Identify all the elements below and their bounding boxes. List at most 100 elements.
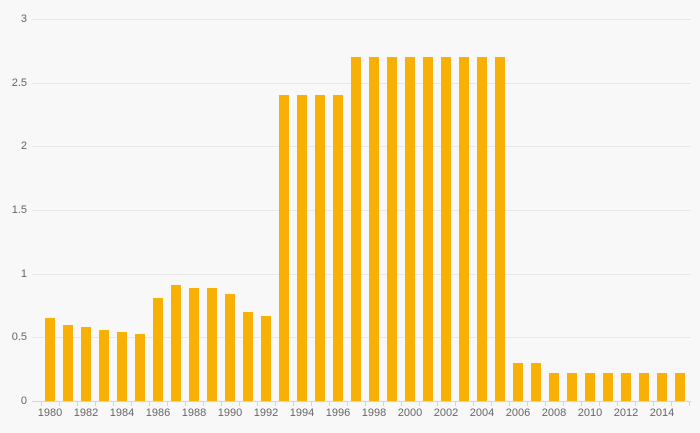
x-axis-tick <box>41 401 42 406</box>
x-axis-tick <box>527 401 528 406</box>
x-axis-tick <box>131 401 132 406</box>
gridline <box>32 19 691 20</box>
bar-2002[interactable] <box>441 57 451 401</box>
x-axis-label: 1984 <box>109 407 135 419</box>
bar-1993[interactable] <box>279 95 289 401</box>
x-axis-tick <box>401 401 402 406</box>
bar-1985[interactable] <box>135 333 145 401</box>
x-axis-label: 2008 <box>541 407 567 419</box>
y-axis-label: 3 <box>20 13 27 25</box>
x-axis-line <box>32 401 691 402</box>
y-axis-label: 2 <box>20 140 27 153</box>
x-axis-label: 1982 <box>73 407 99 419</box>
x-axis-tick <box>113 401 114 406</box>
bar-1983[interactable] <box>99 329 109 401</box>
x-axis-tick <box>671 401 672 406</box>
x-axis-label: 2002 <box>433 407 459 419</box>
x-axis-label: 1980 <box>37 407 63 419</box>
x-axis-tick <box>437 401 438 406</box>
bar-2012[interactable] <box>621 372 631 401</box>
x-axis-tick <box>59 401 60 406</box>
gridline <box>32 146 691 148</box>
x-axis-label: 2004 <box>469 407 495 419</box>
bar-1994[interactable] <box>297 95 307 401</box>
bar-2010[interactable] <box>585 372 595 401</box>
x-axis-label: 2010 <box>577 407 603 419</box>
x-axis-tick <box>419 401 420 406</box>
y-axis-label: 2.5 <box>11 76 27 89</box>
bar-1986[interactable] <box>153 297 163 401</box>
x-axis-tick <box>599 401 600 406</box>
x-axis-label: 2006 <box>505 407 531 419</box>
x-axis-tick <box>275 401 276 406</box>
bar-1980[interactable] <box>45 318 55 401</box>
y-axis-label: 1 <box>20 267 27 280</box>
bar-2001[interactable] <box>423 57 433 401</box>
x-axis-tick <box>545 401 546 406</box>
x-axis-tick <box>689 401 690 406</box>
bar-1987[interactable] <box>171 285 181 401</box>
x-axis-tick <box>257 401 258 406</box>
bar-2000[interactable] <box>405 57 415 401</box>
bar-1984[interactable] <box>117 332 127 401</box>
y-axis-label: 0.5 <box>11 331 27 344</box>
bar-2013[interactable] <box>639 372 649 401</box>
x-axis-tick <box>617 401 618 406</box>
bar-2006[interactable] <box>513 362 523 401</box>
bar-2007[interactable] <box>531 362 541 401</box>
bar-2009[interactable] <box>567 372 577 401</box>
x-axis-tick <box>221 401 222 406</box>
bar-2003[interactable] <box>459 57 469 401</box>
bar-1996[interactable] <box>333 95 343 401</box>
x-axis-label: 1992 <box>253 407 279 419</box>
x-axis-tick <box>653 401 654 406</box>
x-axis-label: 2000 <box>397 407 423 419</box>
x-axis-tick <box>509 401 510 406</box>
bar-1981[interactable] <box>63 324 73 401</box>
x-axis-tick <box>491 401 492 406</box>
x-axis-label: 1990 <box>217 407 243 419</box>
x-axis-tick <box>635 401 636 406</box>
x-axis-tick <box>293 401 294 406</box>
bar-1997[interactable] <box>351 57 361 401</box>
x-axis-tick <box>239 401 240 406</box>
bar-1998[interactable] <box>369 57 379 401</box>
x-axis-tick <box>329 401 330 406</box>
x-axis-label: 1998 <box>361 407 387 419</box>
gridline <box>32 273 691 275</box>
bar-2008[interactable] <box>549 372 559 401</box>
bar-1989[interactable] <box>207 287 217 401</box>
bar-1999[interactable] <box>387 57 397 401</box>
x-axis-tick <box>347 401 348 406</box>
x-axis-tick <box>185 401 186 406</box>
bar-1995[interactable] <box>315 95 325 401</box>
bar-1990[interactable] <box>225 294 235 401</box>
bar-2005[interactable] <box>495 57 505 401</box>
bar-2011[interactable] <box>603 372 613 401</box>
x-axis-label: 2014 <box>649 407 675 419</box>
x-axis-tick <box>563 401 564 406</box>
bar-1988[interactable] <box>189 287 199 401</box>
bar-1992[interactable] <box>261 315 271 401</box>
x-axis-tick <box>455 401 456 406</box>
x-axis-tick <box>149 401 150 406</box>
x-axis-tick <box>203 401 204 406</box>
x-axis-tick <box>167 401 168 406</box>
bar-1991[interactable] <box>243 311 253 401</box>
bar-2014[interactable] <box>657 372 667 401</box>
gridline <box>32 337 691 339</box>
bar-2004[interactable] <box>477 57 487 401</box>
x-axis-label: 1988 <box>181 407 207 419</box>
x-axis-tick <box>95 401 96 406</box>
bar-2015[interactable] <box>675 372 685 401</box>
x-axis-tick <box>77 401 78 406</box>
bar-1982[interactable] <box>81 327 91 401</box>
y-axis-label: 0 <box>20 395 27 407</box>
x-axis-tick <box>581 401 582 406</box>
x-axis-tick <box>365 401 366 406</box>
x-axis-label: 1996 <box>325 407 351 419</box>
x-axis-label: 1986 <box>145 407 171 419</box>
x-axis-tick <box>311 401 312 406</box>
y-axis-label: 1.5 <box>11 204 27 216</box>
